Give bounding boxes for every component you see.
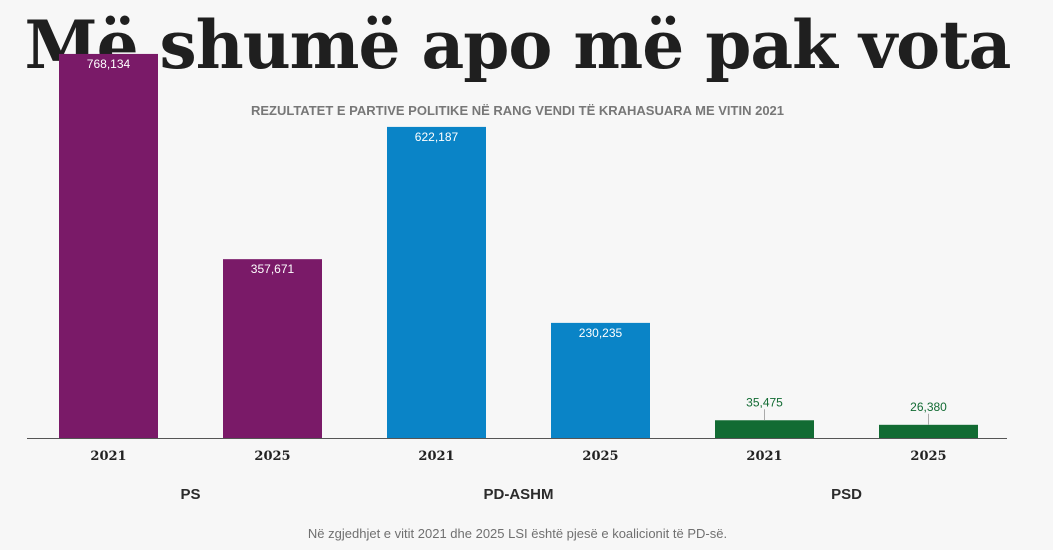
chart-title: Më shumë apo më pak vota bbox=[24, 6, 1012, 84]
data-label-ps-2025: 357,671 bbox=[251, 262, 295, 276]
x-tick-ps-2021: 2021 bbox=[90, 449, 126, 464]
data-label-psd-2021: 35,475 bbox=[746, 395, 783, 409]
bar-ps-2025 bbox=[223, 259, 322, 438]
bar-pd-ashm-2021 bbox=[387, 126, 486, 439]
data-label-ps-2021: 768,134 bbox=[87, 57, 131, 71]
chart-footnote: Në zgjedhjet e vitit 2021 dhe 2025 LSI ë… bbox=[307, 526, 728, 541]
x-tick-ps-2025: 2025 bbox=[254, 449, 290, 464]
x-tick-pd-ashm-2025: 2025 bbox=[582, 449, 618, 464]
bar-psd-2025 bbox=[879, 424, 978, 438]
bar-ps-2021 bbox=[59, 53, 158, 439]
data-label-pd-ashm-2021: 622,187 bbox=[415, 130, 459, 144]
chart-subtitle: REZULTATET E PARTIVE POLITIKE NË RANG VE… bbox=[250, 103, 785, 118]
x-tick-psd-2021: 2021 bbox=[746, 449, 782, 464]
bar-psd-2021 bbox=[715, 420, 814, 438]
group-label-ps: PS bbox=[180, 486, 200, 503]
group-label-pd-ashm: PD-ASHM bbox=[484, 486, 554, 503]
x-tick-pd-ashm-2021: 2021 bbox=[418, 449, 454, 464]
data-label-psd-2025: 26,380 bbox=[910, 400, 947, 414]
data-label-pd-ashm-2025: 230,235 bbox=[579, 326, 623, 340]
bar-pd-ashm-2025 bbox=[551, 322, 650, 438]
group-label-psd: PSD bbox=[831, 486, 862, 503]
x-tick-psd-2025: 2025 bbox=[910, 449, 946, 464]
bar-chart: 768,134 2021 357,671 2025 PS 622,187 2021 230,2… bbox=[27, 53, 1007, 503]
